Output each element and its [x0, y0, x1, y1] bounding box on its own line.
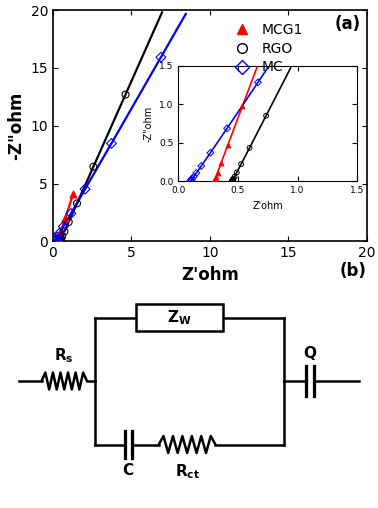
Point: [57, 237, 63, 245]
Point: [55, 237, 61, 245]
Point: [54, 237, 60, 245]
Point: [59, 232, 65, 240]
Point: [55, 237, 61, 245]
Point: [66, 218, 72, 226]
Point: [53, 235, 59, 243]
Point: [57, 236, 64, 244]
Point: [57, 237, 63, 245]
Point: [57, 237, 64, 245]
Point: [54, 237, 60, 245]
Text: $\mathbf{C}$: $\mathbf{C}$: [122, 462, 134, 478]
Point: [68, 209, 74, 217]
Point: [51, 237, 57, 245]
Point: [57, 237, 63, 245]
Point: [70, 190, 76, 198]
Point: [55, 236, 61, 244]
Point: [51, 237, 57, 245]
Point: [108, 139, 115, 147]
Bar: [136, 304, 223, 331]
Point: [56, 232, 62, 240]
Point: [52, 236, 58, 244]
Text: $\mathbf{R_s}$: $\mathbf{R_s}$: [54, 346, 74, 365]
Point: [54, 237, 60, 245]
Text: (b): (b): [340, 262, 367, 279]
Point: [54, 237, 60, 245]
Point: [60, 223, 67, 231]
Point: [52, 237, 58, 245]
Point: [57, 237, 63, 245]
Point: [51, 237, 57, 245]
Point: [54, 237, 60, 245]
Point: [57, 237, 63, 245]
Point: [57, 237, 63, 245]
Point: [54, 233, 60, 241]
Point: [52, 237, 58, 245]
Point: [55, 237, 61, 245]
Point: [74, 199, 80, 207]
Point: [51, 237, 57, 245]
Point: [58, 235, 64, 243]
Point: [57, 237, 63, 245]
Point: [62, 214, 68, 223]
Point: [52, 237, 58, 245]
Point: [54, 237, 60, 245]
Point: [54, 237, 60, 245]
Text: $\mathbf{Q}$: $\mathbf{Q}$: [303, 344, 318, 362]
Text: (a): (a): [334, 15, 360, 33]
Y-axis label: -Z"ohm: -Z"ohm: [7, 91, 25, 160]
Point: [57, 237, 63, 245]
Point: [158, 53, 164, 61]
Point: [56, 229, 62, 237]
Point: [56, 235, 62, 243]
X-axis label: Z'ohm: Z'ohm: [181, 266, 239, 283]
Point: [58, 226, 64, 234]
Point: [122, 90, 129, 99]
Text: $\mathbf{Z_W}$: $\mathbf{Z_W}$: [167, 308, 192, 327]
Point: [90, 163, 96, 171]
Point: [57, 237, 63, 245]
Point: [54, 237, 60, 245]
Legend: MCG1, RGO, MC: MCG1, RGO, MC: [223, 17, 309, 80]
Point: [55, 237, 61, 245]
Text: $\mathbf{R_{ct}}$: $\mathbf{R_{ct}}$: [175, 462, 200, 481]
Point: [54, 237, 60, 245]
Point: [57, 237, 63, 245]
Point: [62, 228, 68, 236]
Point: [51, 237, 57, 245]
Point: [54, 237, 60, 245]
Point: [82, 185, 88, 193]
